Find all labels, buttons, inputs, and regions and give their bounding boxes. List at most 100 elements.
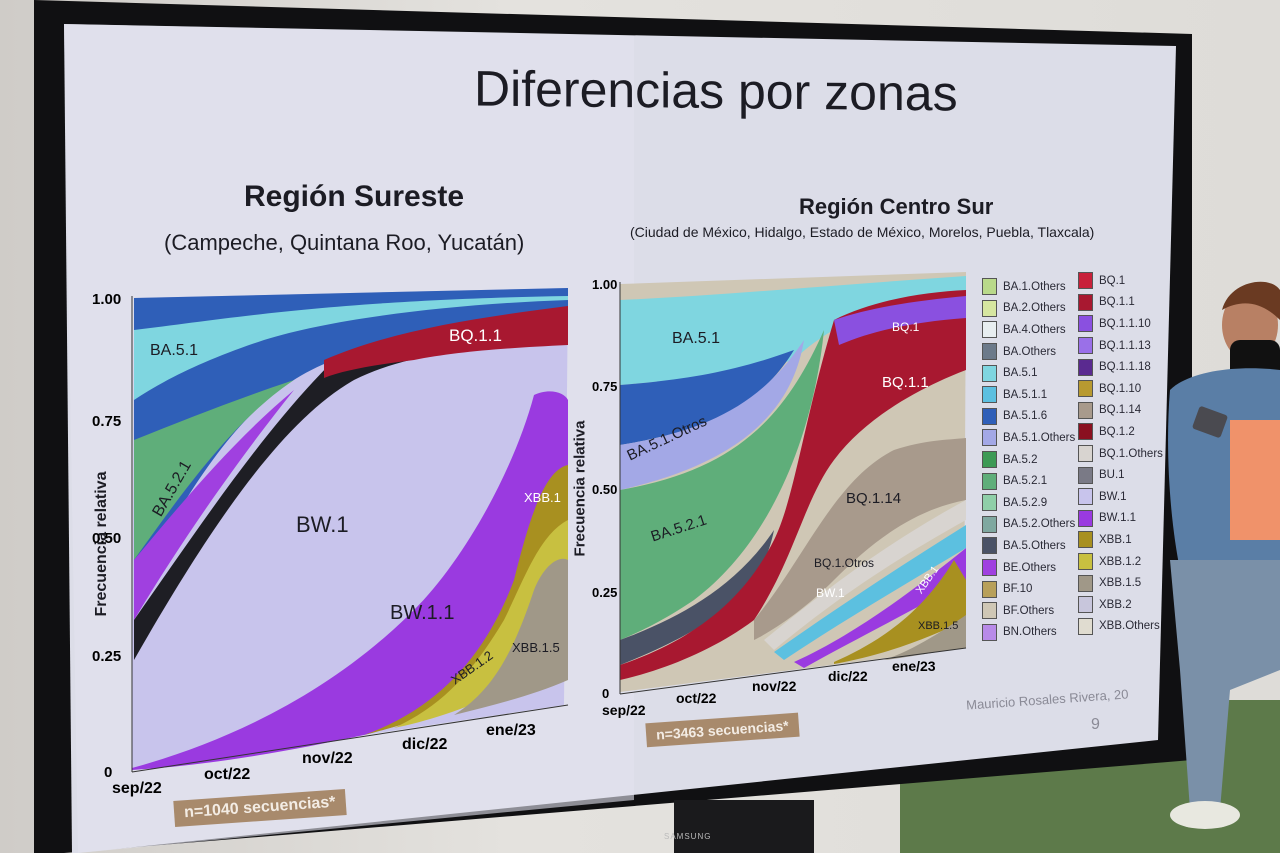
right-xtick-dic22: dic/22 xyxy=(828,668,868,684)
left-streamgraph xyxy=(131,288,569,773)
legend-col1-item: BA.5.Others xyxy=(982,535,1082,557)
legend-col2-item: BQ.1.1.10 xyxy=(1078,313,1168,335)
legend-swatch xyxy=(982,451,997,469)
right-xtick-oct22: oct/22 xyxy=(676,690,717,706)
right-area-bw1 xyxy=(774,525,966,660)
legend-col2-item: BW.1.1 xyxy=(1078,508,1168,530)
legend-swatch xyxy=(982,623,997,641)
legend-col2-item: BQ.1.10 xyxy=(1078,378,1168,400)
tv-screen-drawing xyxy=(34,0,1192,853)
legend-col2-item: BQ.1.14 xyxy=(1078,400,1168,422)
legend-label: BU.1 xyxy=(1099,469,1125,482)
legend-col2-item: XBB.2 xyxy=(1078,594,1168,616)
legend-swatch xyxy=(1078,315,1093,333)
legend-swatch xyxy=(1078,466,1093,484)
right-label-xbb15: XBB.1.5 xyxy=(918,620,959,632)
legend-swatch xyxy=(982,580,997,598)
legend-col1-item: BA.4.Others xyxy=(982,319,1082,341)
left-area-ba51-blue xyxy=(134,288,568,590)
right-label-ba51: BA.5.1 xyxy=(672,330,721,347)
legend-label: BF.10 xyxy=(1003,583,1033,596)
legend-col1-item: BA.5.1.1 xyxy=(982,384,1082,406)
legend-label: BA.5.1 xyxy=(1003,367,1038,380)
left-panel-subtitle: (Campeche, Quintana Roo, Yucatán) xyxy=(164,230,525,255)
legend-swatch xyxy=(982,386,997,404)
left-xtick-nov22: nov/22 xyxy=(302,750,353,767)
legend-swatch xyxy=(982,299,997,317)
legend-col2-item: XBB.Others xyxy=(1078,616,1168,638)
legend-swatch xyxy=(982,407,997,425)
right-xtick-nov22: nov/22 xyxy=(752,678,797,694)
left-xtick-ene23: ene/23 xyxy=(486,722,536,739)
legend-swatch xyxy=(982,278,997,296)
legend-swatch xyxy=(1078,553,1093,571)
legend-swatch xyxy=(982,515,997,533)
right-label-bq1otros: BQ.1.Otros xyxy=(814,556,875,570)
legend-swatch xyxy=(982,321,997,339)
right-panel-subtitle: (Ciudad de México, Hidalgo, Estado de Mé… xyxy=(630,224,1095,240)
left-label-ba51: BA.5.1 xyxy=(150,342,199,359)
legend-label: BA.5.2.Others xyxy=(1003,518,1076,531)
left-panel-title: Región Sureste xyxy=(244,180,465,213)
legend-label: BA.5.2.9 xyxy=(1003,496,1048,509)
left-ytick-0: 0 xyxy=(104,764,113,781)
tv-stand xyxy=(674,800,814,853)
right-ytick-0: 0 xyxy=(602,686,610,701)
legend-label: BQ.1.Others xyxy=(1099,447,1163,460)
legend-label: BA.5.1.1 xyxy=(1003,388,1048,401)
left-ytick-050: 0.50 xyxy=(92,530,122,547)
legend-col1-item: BA.5.1 xyxy=(982,362,1082,384)
right-area-ba51otros xyxy=(620,340,804,490)
legend-swatch xyxy=(982,602,997,620)
legend-label: BA.1.Others xyxy=(1003,280,1066,293)
legend-col1-item: BF.Others xyxy=(982,600,1082,622)
left-ytick-100: 1.00 xyxy=(92,291,122,308)
legend-label: BW.1.1 xyxy=(1099,512,1137,525)
slide-title: Diferencias por zonas xyxy=(474,60,958,122)
left-xtick-dic22: dic/22 xyxy=(402,736,448,753)
legend-col1-item: BA.5.2.1 xyxy=(982,470,1082,492)
right-label-bq114: BQ.1.14 xyxy=(846,490,902,507)
legend-label: XBB.1 xyxy=(1099,533,1132,546)
right-label-bw1: BW.1 xyxy=(816,586,845,600)
legend-swatch xyxy=(1078,531,1093,549)
left-label-bw11: BW.1.1 xyxy=(390,602,455,624)
legend-label: BA.5.Others xyxy=(1003,539,1066,552)
left-x-axis xyxy=(131,704,569,773)
legend-col1-item: BA.2.Others xyxy=(982,298,1082,320)
right-xtick-sep22: sep/22 xyxy=(602,702,646,718)
shoe xyxy=(1170,801,1240,829)
legend-swatch xyxy=(1078,423,1093,441)
legend-col2-item: BQ.1.1.13 xyxy=(1078,335,1168,357)
legend-label: BA.5.1.6 xyxy=(1003,410,1048,423)
legend-swatch xyxy=(982,343,997,361)
legend-label: BA.5.1.Others xyxy=(1003,431,1076,444)
legend-label: BF.Others xyxy=(1003,604,1055,617)
right-area-bq11 xyxy=(620,290,966,680)
legend-label: XBB.Others xyxy=(1099,620,1160,633)
legend-label: BN.Others xyxy=(1003,626,1057,639)
legend-col1-item: BE.Others xyxy=(982,557,1082,579)
legend-list-2: BQ.1 BQ.1.1 BQ.1.1.10 BQ.1.1.13 BQ.1.1.18 BQ.… xyxy=(1078,270,1168,637)
legend-swatch xyxy=(982,429,997,447)
right-xtick-ene23: ene/23 xyxy=(892,658,936,674)
legend-label: BA.4.Others xyxy=(1003,323,1066,336)
legend-swatch xyxy=(1078,509,1093,527)
right-area-ba5others xyxy=(620,530,774,665)
person-hair xyxy=(1222,281,1280,320)
legend-swatch xyxy=(1078,596,1093,614)
jeans xyxy=(1170,560,1280,810)
legend-swatch xyxy=(1078,358,1093,376)
right-ytick-050: 0.50 xyxy=(592,482,618,497)
right-area-ba516 xyxy=(620,350,794,445)
legend-column-2: BQ.1 BQ.1.1 BQ.1.1.10 BQ.1.1.13 BQ.1.1.18 BQ.… xyxy=(1078,270,1168,637)
legend-col2-item: BQ.1.2 xyxy=(1078,421,1168,443)
left-ytick-025: 0.25 xyxy=(92,648,122,665)
tv-brand-logo: SAMSUNG xyxy=(664,832,712,841)
legend-col1-item: BA.5.2.9 xyxy=(982,492,1082,514)
legend-label: BA.5.2.1 xyxy=(1003,475,1048,488)
right-area-bq114 xyxy=(754,438,966,640)
right-area-bq1otros xyxy=(764,500,966,650)
left-label-bw1: BW.1 xyxy=(296,512,349,537)
right-x-axis xyxy=(619,647,967,695)
